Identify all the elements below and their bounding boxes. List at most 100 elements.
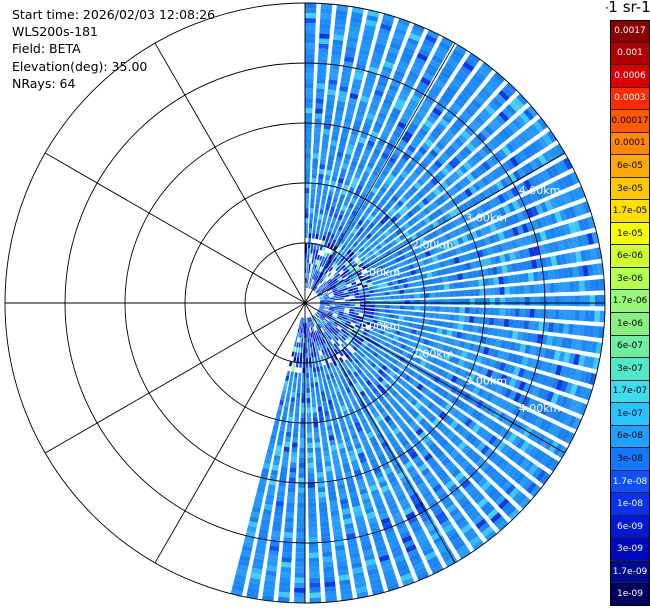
ray-gate xyxy=(416,533,428,543)
ray-gate xyxy=(353,364,360,371)
ray-gate xyxy=(367,282,373,287)
ray-gate xyxy=(481,378,490,388)
ray-gate xyxy=(343,382,349,389)
ray-gate xyxy=(380,559,392,568)
ray-gate xyxy=(373,535,384,544)
ray-gate xyxy=(428,364,436,372)
ray-gate xyxy=(397,60,409,70)
ray-gate xyxy=(495,457,506,468)
ray-gate xyxy=(339,295,345,298)
ray-gate xyxy=(305,93,313,99)
ray-gate xyxy=(345,229,351,236)
ray-gate xyxy=(307,322,309,328)
ray-gate xyxy=(323,308,329,312)
ray-gate xyxy=(324,298,330,300)
ray-gate xyxy=(339,309,345,312)
ray-gate xyxy=(365,19,378,27)
ray-gate xyxy=(370,582,383,591)
ray-gate xyxy=(406,126,416,135)
ray-gate xyxy=(408,377,416,385)
ray-gate xyxy=(306,407,311,413)
ray-gate xyxy=(296,527,306,533)
ray-gate xyxy=(317,63,327,69)
ray-gate xyxy=(366,113,375,121)
ray-gate xyxy=(381,130,391,138)
ray-gate xyxy=(315,249,319,255)
ray-gate xyxy=(427,167,436,176)
ray-gate xyxy=(315,288,320,293)
ray-gate xyxy=(362,331,368,336)
ray-gate xyxy=(480,215,489,225)
ray-gate xyxy=(463,527,476,538)
ray-gate xyxy=(307,487,316,493)
ray-gate xyxy=(353,205,360,212)
ray-gate xyxy=(512,490,524,503)
ray-gate xyxy=(451,102,462,113)
ray-gate xyxy=(297,487,306,493)
ray-gate xyxy=(367,391,374,398)
ray-gate xyxy=(399,388,407,396)
ray-gate xyxy=(572,236,580,248)
ray-gate xyxy=(337,564,349,571)
ray-gate xyxy=(279,476,287,482)
ray-gate xyxy=(371,323,377,328)
ray-gate xyxy=(444,291,450,298)
ray-gate xyxy=(323,283,329,288)
ray-gate xyxy=(320,8,332,15)
ray-gate xyxy=(349,373,355,380)
ray-gate xyxy=(465,57,478,68)
ray-gate xyxy=(312,321,316,327)
ray-gate xyxy=(399,305,405,310)
ray-gate xyxy=(418,237,426,245)
ray-gate xyxy=(305,208,309,214)
ray-gate xyxy=(380,357,387,364)
ray-gate xyxy=(454,367,462,375)
ray-gate xyxy=(348,225,354,232)
ray-gate xyxy=(325,420,332,427)
ray-gate xyxy=(310,203,315,209)
ray-gate xyxy=(359,352,366,358)
ray-gate xyxy=(418,318,424,324)
ray-gate xyxy=(317,310,322,315)
ray-gate xyxy=(406,75,417,84)
ray-gate xyxy=(285,431,292,438)
ray-gate xyxy=(489,211,498,221)
ray-gate xyxy=(538,154,548,167)
ray-gate xyxy=(439,336,446,343)
ray-gate xyxy=(489,287,495,296)
ray-gate xyxy=(449,338,456,346)
ray-gate xyxy=(461,444,471,454)
ray-gate xyxy=(414,293,420,299)
ray-gate xyxy=(432,145,442,154)
ray-gate xyxy=(489,154,500,165)
azimuth-gridline xyxy=(44,152,306,304)
ray-gate xyxy=(369,326,376,332)
ray-gate xyxy=(319,158,326,165)
ray-gate xyxy=(327,231,332,238)
ray-gate xyxy=(350,495,360,503)
ray-gate xyxy=(393,314,400,320)
ray-gate xyxy=(441,390,450,399)
ray-gate xyxy=(376,222,383,229)
ray-gate xyxy=(314,254,318,260)
ray-gate xyxy=(353,371,359,378)
ray-gate xyxy=(388,344,395,351)
ray-gate xyxy=(536,172,546,184)
ray-gate xyxy=(552,425,562,438)
ray-gate xyxy=(521,356,529,366)
ray-gate xyxy=(332,39,344,46)
ray-gate xyxy=(346,283,352,288)
ray-gate xyxy=(290,371,294,378)
ray-gate xyxy=(570,251,577,264)
ray-gate xyxy=(496,519,509,531)
ray-gate xyxy=(522,369,530,380)
ray-gate xyxy=(303,348,305,353)
ray-gate xyxy=(339,172,346,179)
ray-gate xyxy=(339,232,345,238)
ray-gate xyxy=(306,283,308,289)
ray-gate xyxy=(390,134,399,143)
ray-gate xyxy=(329,261,335,267)
ray-gate xyxy=(340,328,346,334)
ray-gate xyxy=(485,173,494,184)
ray-gate xyxy=(270,535,281,542)
